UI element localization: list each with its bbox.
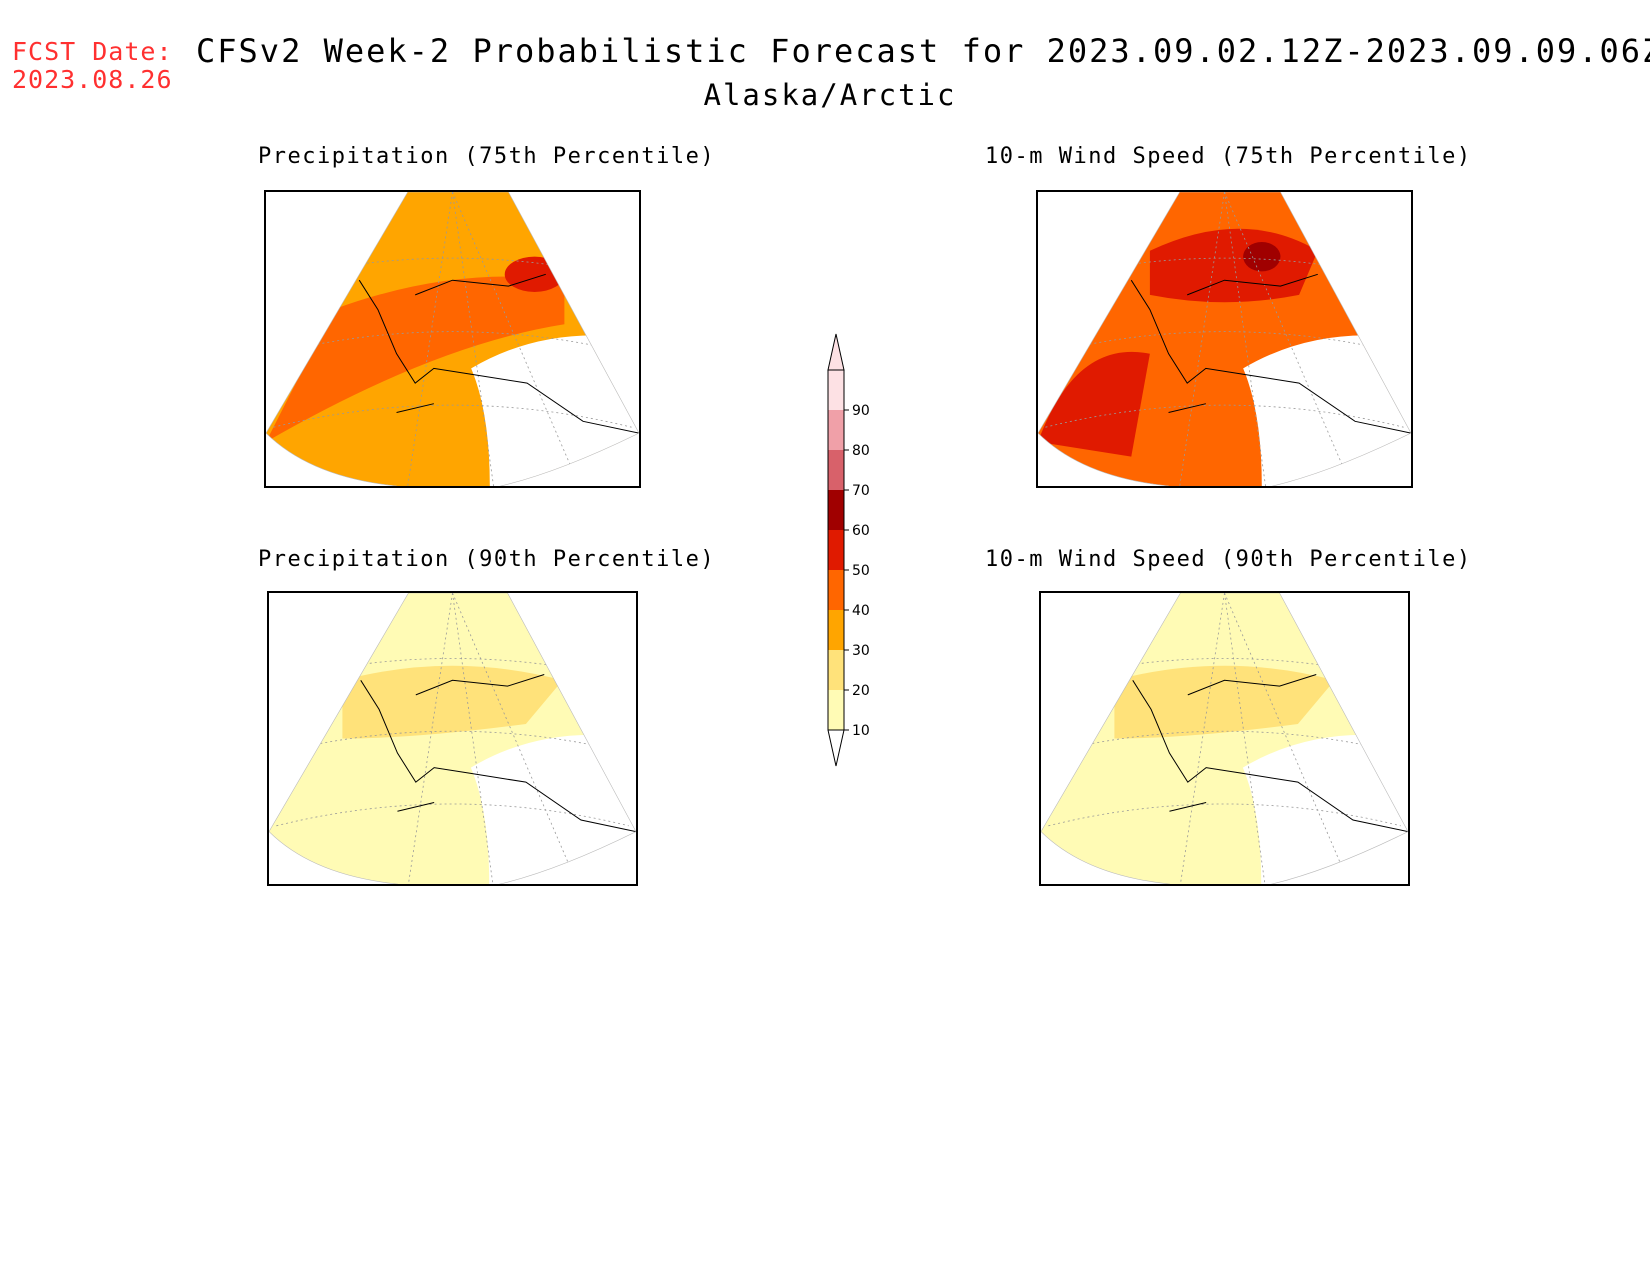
map-wind-90-svg — [1041, 593, 1408, 884]
legend-label-90: 90 — [852, 403, 870, 419]
coastline — [360, 674, 636, 833]
region-20 — [342, 665, 563, 739]
legend-swatch-10 — [828, 690, 844, 730]
map-boundary — [269, 593, 636, 884]
graticule-latitude — [273, 404, 632, 428]
legend-label-10: 10 — [852, 723, 870, 739]
probability-field — [1038, 192, 1411, 486]
legend-swatch-30 — [828, 610, 844, 650]
region-subtitle: Alaska/Arctic — [703, 78, 957, 112]
legend-label-20: 20 — [852, 683, 870, 699]
forecast-date-block: FCST Date: 2023.08.26 — [12, 38, 173, 94]
map-boundary — [266, 192, 639, 486]
graticule-meridian — [452, 192, 580, 486]
probability-field — [269, 593, 636, 884]
map-precip-75-svg — [266, 192, 639, 486]
graticule-latitude — [1045, 404, 1404, 428]
map-precip-90-svg — [269, 593, 636, 884]
graticule-latitude — [1045, 331, 1404, 355]
main-title: CFSv2 Week-2 Probabilistic Forecast for … — [196, 32, 1650, 70]
legend-frame — [827, 369, 845, 731]
map-wind-90 — [1039, 591, 1410, 886]
legend-label-40: 40 — [852, 603, 870, 619]
legend-swatch-90 — [828, 370, 844, 410]
coastline — [1132, 674, 1408, 833]
region-20 — [1114, 665, 1335, 739]
panel-title-wind-75: 10-m Wind Speed (75th Percentile) — [985, 144, 1472, 169]
region-50-west — [1038, 351, 1150, 457]
graticule-latitude — [273, 257, 632, 281]
map-boundary — [1038, 192, 1411, 486]
probability-legend: 10 20 30 40 50 60 70 80 90 — [820, 330, 900, 767]
legend-swatch-20 — [828, 650, 844, 690]
region-below-threshold — [470, 734, 636, 884]
probability-field — [266, 192, 639, 486]
panel-title-precip-90: Precipitation (90th Percentile) — [258, 547, 716, 572]
region-below-threshold — [1243, 335, 1411, 486]
legend-label-70: 70 — [852, 483, 870, 499]
graticule-meridian — [408, 593, 453, 884]
map-precip-75 — [264, 190, 641, 488]
graticule-latitude — [1045, 257, 1404, 281]
map-boundary — [1041, 593, 1408, 884]
map-precip-90 — [267, 591, 638, 886]
graticule-meridian — [1224, 593, 1266, 884]
legend-swatch-70 — [828, 450, 844, 490]
map-wind-75 — [1036, 190, 1413, 488]
panel-title-wind-90: 10-m Wind Speed (90th Percentile) — [985, 547, 1472, 572]
region-below-threshold — [1242, 734, 1408, 884]
region-40 — [266, 276, 565, 442]
coastline — [1130, 273, 1411, 434]
region-below-threshold — [471, 335, 639, 486]
legend-label-50: 50 — [852, 563, 870, 579]
forecast-date-label: FCST Date: — [12, 37, 173, 66]
legend-label-80: 80 — [852, 443, 870, 459]
forecast-date-value: 2023.08.26 — [12, 65, 173, 94]
coastline — [358, 273, 639, 434]
panel-title-precip-75: Precipitation (75th Percentile) — [258, 144, 716, 169]
legend-colorbar: 10 20 30 40 50 60 70 80 90 — [827, 333, 870, 767]
region-50 — [504, 256, 565, 292]
region-60 — [1243, 241, 1281, 272]
legend-swatch-40 — [828, 570, 844, 610]
legend-label-60: 60 — [852, 523, 870, 539]
legend-top-cap — [827, 333, 845, 371]
graticule-meridian — [452, 593, 494, 884]
map-wind-75-svg — [1038, 192, 1411, 486]
probability-field — [1041, 593, 1408, 884]
legend-bottom-cap — [827, 729, 845, 767]
graticule-meridian — [1180, 593, 1225, 884]
graticule-latitude — [273, 331, 632, 355]
legend-label-30: 30 — [852, 643, 870, 659]
legend-swatch-60 — [828, 490, 844, 530]
legend-swatch-80 — [828, 410, 844, 450]
graticule-meridian — [1224, 192, 1352, 486]
legend-swatch-50 — [828, 530, 844, 570]
